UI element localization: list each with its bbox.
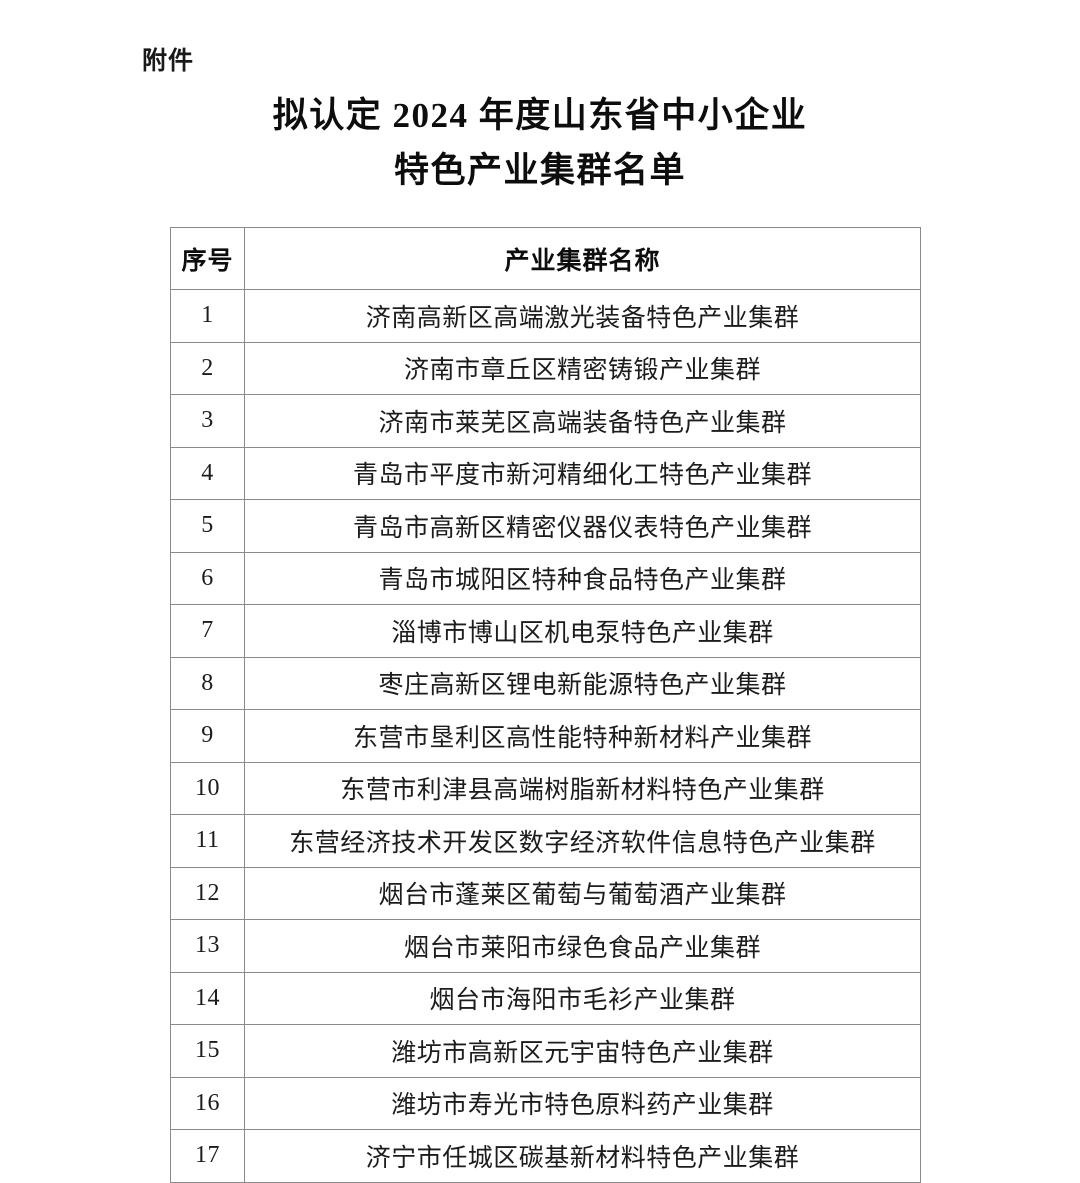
- table-cell-cluster-name: 青岛市高新区精密仪器仪表特色产业集群: [244, 499, 921, 553]
- table-cell-cluster-name: 东营市利津县高端树脂新材料特色产业集群: [244, 761, 921, 815]
- table-row: 12 烟台市蓬莱区葡萄与葡萄酒产业集群: [170, 866, 921, 920]
- table-cell-index: 7: [170, 604, 245, 658]
- table-cell-cluster-name: 烟台市莱阳市绿色食品产业集群: [244, 919, 921, 973]
- table-row: 1 济南高新区高端激光装备特色产业集群: [170, 289, 921, 343]
- table-row: 2 济南市章丘区精密铸锻产业集群: [170, 341, 921, 395]
- table-row: 14 烟台市海阳市毛衫产业集群: [170, 971, 921, 1025]
- table-header: 序号 产业集群名称: [170, 227, 921, 290]
- table-cell-index: 9: [170, 709, 245, 763]
- table-cell-index: 15: [170, 1024, 245, 1078]
- table-row: 17 济宁市任城区碳基新材料特色产业集群: [170, 1129, 921, 1183]
- page-title: 拟认定 2024 年度山东省中小企业 特色产业集群名单: [0, 88, 1080, 198]
- table-cell-cluster-name: 济南高新区高端激光装备特色产业集群: [244, 289, 921, 343]
- table-cell-cluster-name: 烟台市蓬莱区葡萄与葡萄酒产业集群: [244, 866, 921, 920]
- column-header-name: 产业集群名称: [244, 227, 921, 290]
- table-row: 5 青岛市高新区精密仪器仪表特色产业集群: [170, 499, 921, 553]
- table-cell-index: 5: [170, 499, 245, 553]
- table-body: 1 济南高新区高端激光装备特色产业集群 2 济南市章丘区精密铸锻产业集群 3 济南市莱芜区…: [170, 289, 921, 1183]
- table-cell-index: 17: [170, 1129, 245, 1183]
- table-row: 4 青岛市平度市新河精细化工特色产业集群: [170, 446, 921, 500]
- table-cell-index: 16: [170, 1076, 245, 1130]
- table-cell-cluster-name: 济南市莱芜区高端装备特色产业集群: [244, 394, 921, 448]
- table-row: 15 潍坊市高新区元宇宙特色产业集群: [170, 1024, 921, 1078]
- page-title-line-2: 特色产业集群名单: [393, 151, 686, 190]
- cluster-table-container: 序号 产业集群名称 1 济南高新区高端激光装备特色产业集群 2 济南市章丘区精密铸锻产…: [170, 227, 921, 1183]
- table-row: 10 东营市利津县高端树脂新材料特色产业集群: [170, 761, 921, 815]
- table-row: 3 济南市莱芜区高端装备特色产业集群: [170, 394, 921, 448]
- column-header-index: 序号: [170, 227, 245, 290]
- table-cell-cluster-name: 济宁市任城区碳基新材料特色产业集群: [244, 1129, 921, 1183]
- table-cell-index: 1: [170, 289, 245, 343]
- table-cell-cluster-name: 烟台市海阳市毛衫产业集群: [244, 971, 921, 1025]
- table-cell-index: 11: [170, 814, 245, 868]
- industrial-cluster-table: 序号 产业集群名称 1 济南高新区高端激光装备特色产业集群 2 济南市章丘区精密铸锻产…: [170, 227, 921, 1183]
- table-cell-cluster-name: 枣庄高新区锂电新能源特色产业集群: [244, 656, 921, 710]
- page-title-line-1: 拟认定 2024 年度山东省中小企业: [272, 96, 808, 135]
- table-cell-index: 6: [170, 551, 245, 605]
- table-row: 8 枣庄高新区锂电新能源特色产业集群: [170, 656, 921, 710]
- table-row: 7 淄博市博山区机电泵特色产业集群: [170, 604, 921, 658]
- table-cell-cluster-name: 东营经济技术开发区数字经济软件信息特色产业集群: [244, 814, 921, 868]
- table-cell-cluster-name: 青岛市平度市新河精细化工特色产业集群: [244, 446, 921, 500]
- table-cell-index: 4: [170, 446, 245, 500]
- table-header-row: 序号 产业集群名称: [170, 227, 921, 290]
- table-cell-cluster-name: 淄博市博山区机电泵特色产业集群: [244, 604, 921, 658]
- table-cell-cluster-name: 青岛市城阳区特种食品特色产业集群: [244, 551, 921, 605]
- table-cell-cluster-name: 潍坊市寿光市特色原料药产业集群: [244, 1076, 921, 1130]
- table-cell-cluster-name: 潍坊市高新区元宇宙特色产业集群: [244, 1024, 921, 1078]
- table-row: 6 青岛市城阳区特种食品特色产业集群: [170, 551, 921, 605]
- table-cell-index: 2: [170, 341, 245, 395]
- table-cell-cluster-name: 济南市章丘区精密铸锻产业集群: [244, 341, 921, 395]
- table-row: 11 东营经济技术开发区数字经济软件信息特色产业集群: [170, 814, 921, 868]
- table-cell-index: 8: [170, 656, 245, 710]
- attachment-label: 附件: [142, 46, 195, 75]
- table-cell-index: 3: [170, 394, 245, 448]
- table-cell-index: 14: [170, 971, 245, 1025]
- table-row: 16 潍坊市寿光市特色原料药产业集群: [170, 1076, 921, 1130]
- table-cell-index: 13: [170, 919, 245, 973]
- table-cell-index: 12: [170, 866, 245, 920]
- table-row: 13 烟台市莱阳市绿色食品产业集群: [170, 919, 921, 973]
- table-cell-cluster-name: 东营市垦利区高性能特种新材料产业集群: [244, 709, 921, 763]
- table-row: 9 东营市垦利区高性能特种新材料产业集群: [170, 709, 921, 763]
- table-cell-index: 10: [170, 761, 245, 815]
